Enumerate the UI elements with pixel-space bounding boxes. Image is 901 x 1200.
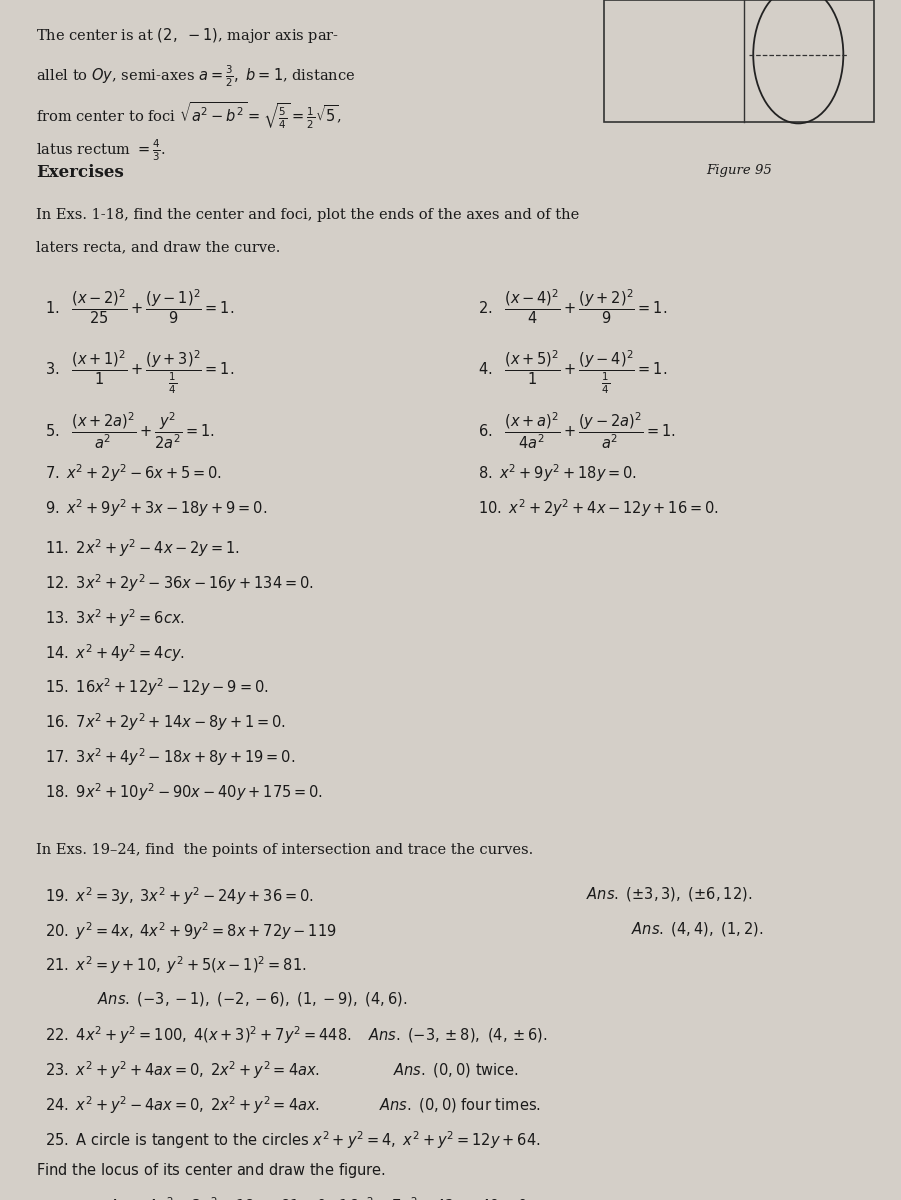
Text: $2.\ \ \dfrac{(x-4)^2}{4} + \dfrac{(y+2)^2}{9} = 1.$: $2.\ \ \dfrac{(x-4)^2}{4} + \dfrac{(y+2)… bbox=[478, 288, 667, 325]
Text: $24.\ x^2 + y^2 - 4ax = 0,\; 2x^2 + y^2 = 4ax.\qquad\qquad Ans.\ (0,0)\ \mathrm{: $24.\ x^2 + y^2 - 4ax = 0,\; 2x^2 + y^2 … bbox=[45, 1094, 541, 1116]
Text: allel to $Oy$, semi-axes $a = \frac{3}{2},\ b = 1$, distance: allel to $Oy$, semi-axes $a = \frac{3}{2… bbox=[36, 64, 355, 89]
Text: The center is at $(2,\ -1)$, major axis par-: The center is at $(2,\ -1)$, major axis … bbox=[36, 26, 340, 46]
Text: $Ans.\ 4x^2 + 3y^2 - 18y - 81 = 0;\ 16x^2 + 7y^2 - 42y - 49 = 0.$: $Ans.\ 4x^2 + 3y^2 - 18y - 81 = 0;\ 16x^… bbox=[108, 1195, 532, 1200]
Text: $18.\ 9x^2 + 10y^2 - 90x - 40y + 175 = 0.$: $18.\ 9x^2 + 10y^2 - 90x - 40y + 175 = 0… bbox=[45, 781, 323, 803]
Text: In Exs. 19–24, find  the points of intersection and trace the curves.: In Exs. 19–24, find the points of inters… bbox=[36, 842, 533, 857]
Text: $15.\ 16x^2 + 12y^2 - 12y - 9 = 0.$: $15.\ 16x^2 + 12y^2 - 12y - 9 = 0.$ bbox=[45, 677, 268, 698]
Text: Exercises: Exercises bbox=[36, 164, 123, 181]
Text: Figure 95: Figure 95 bbox=[706, 164, 771, 176]
Text: $8.\ x^2 + 9y^2 + 18y = 0.$: $8.\ x^2 + 9y^2 + 18y = 0.$ bbox=[478, 462, 637, 484]
Text: $22.\ 4x^2 + y^2 = 100,\; 4(x+3)^2 + 7y^2 = 448.\quad Ans.\ (-3,\pm 8),\ (4,\pm : $22.\ 4x^2 + y^2 = 100,\; 4(x+3)^2 + 7y^… bbox=[45, 1025, 548, 1046]
Text: latus rectum $= \frac{4}{3}$.: latus rectum $= \frac{4}{3}$. bbox=[36, 138, 166, 163]
Text: $5.\ \ \dfrac{(x+2a)^2}{a^2} + \dfrac{y^2}{2a^2} = 1.$: $5.\ \ \dfrac{(x+2a)^2}{a^2} + \dfrac{y^… bbox=[45, 410, 214, 451]
Text: $25.\ \mathrm{A\ circle\ is\ tangent\ to\ the\ circles}\ x^2+y^2=4,\ x^2+y^2=12y: $25.\ \mathrm{A\ circle\ is\ tangent\ to… bbox=[45, 1129, 541, 1151]
Text: $10.\ x^2 + 2y^2 + 4x - 12y + 16 = 0.$: $10.\ x^2 + 2y^2 + 4x - 12y + 16 = 0.$ bbox=[478, 497, 718, 518]
Text: $4.\ \ \dfrac{(x+5)^2}{1} + \dfrac{(y-4)^2}{\frac{1}{4}} = 1.$: $4.\ \ \dfrac{(x+5)^2}{1} + \dfrac{(y-4)… bbox=[478, 349, 667, 396]
Text: $21.\ x^2 = y + 10,\; y^2 + 5(x-1)^2 = 81.$: $21.\ x^2 = y + 10,\; y^2 + 5(x-1)^2 = 8… bbox=[45, 955, 306, 977]
Text: $16.\ 7x^2 + 2y^2 + 14x - 8y + 1 = 0.$: $16.\ 7x^2 + 2y^2 + 14x - 8y + 1 = 0.$ bbox=[45, 712, 286, 733]
Text: $Ans.\ (-3,-1),\ (-2,-6),\ (1,-9),\ (4,6).$: $Ans.\ (-3,-1),\ (-2,-6),\ (1,-9),\ (4,6… bbox=[97, 990, 407, 1008]
Text: $14.\ x^2 + 4y^2 = 4cy.$: $14.\ x^2 + 4y^2 = 4cy.$ bbox=[45, 642, 185, 664]
Text: laters recta, and draw the curve.: laters recta, and draw the curve. bbox=[36, 240, 280, 254]
Text: $Ans.\ (\pm 3, 3),\ (\pm 6, 12).$: $Ans.\ (\pm 3, 3),\ (\pm 6, 12).$ bbox=[586, 886, 751, 904]
Text: In Exs. 1-18, find the center and foci, plot the ends of the axes and of the: In Exs. 1-18, find the center and foci, … bbox=[36, 209, 579, 222]
Text: from center to foci $\sqrt{a^2 - b^2} = \sqrt{\frac{5}{4}} = \frac{1}{2}\sqrt{5}: from center to foci $\sqrt{a^2 - b^2} = … bbox=[36, 101, 342, 131]
Text: $3.\ \ \dfrac{(x+1)^2}{1} + \dfrac{(y+3)^2}{\frac{1}{4}} = 1.$: $3.\ \ \dfrac{(x+1)^2}{1} + \dfrac{(y+3)… bbox=[45, 349, 234, 396]
Text: $7.\ x^2 + 2y^2 - 6x + 5 = 0.$: $7.\ x^2 + 2y^2 - 6x + 5 = 0.$ bbox=[45, 462, 223, 484]
Text: $17.\ 3x^2 + 4y^2 - 18x + 8y + 19 = 0.$: $17.\ 3x^2 + 4y^2 - 18x + 8y + 19 = 0.$ bbox=[45, 746, 296, 768]
Text: $12.\ 3x^2 + 2y^2 - 36x - 16y + 134 = 0.$: $12.\ 3x^2 + 2y^2 - 36x - 16y + 134 = 0.… bbox=[45, 572, 314, 594]
Text: $9.\ x^2 + 9y^2 + 3x - 18y + 9 = 0.$: $9.\ x^2 + 9y^2 + 3x - 18y + 9 = 0.$ bbox=[45, 497, 268, 518]
Text: $13.\ 3x^2 + y^2 = 6cx.$: $13.\ 3x^2 + y^2 = 6cx.$ bbox=[45, 607, 185, 629]
Text: $Ans.\ (4,4),\ (1,2).$: $Ans.\ (4,4),\ (1,2).$ bbox=[631, 920, 763, 938]
Text: $1.\ \ \dfrac{(x-2)^2}{25} + \dfrac{(y-1)^2}{9} = 1.$: $1.\ \ \dfrac{(x-2)^2}{25} + \dfrac{(y-1… bbox=[45, 288, 234, 325]
Bar bbox=[604, 0, 874, 121]
Text: $6.\ \ \dfrac{(x+a)^2}{4a^2} + \dfrac{(y-2a)^2}{a^2} = 1.$: $6.\ \ \dfrac{(x+a)^2}{4a^2} + \dfrac{(y… bbox=[478, 410, 676, 451]
Text: $19.\ x^2 = 3y,\; 3x^2 + y^2 - 24y + 36 = 0.$: $19.\ x^2 = 3y,\; 3x^2 + y^2 - 24y + 36 … bbox=[45, 886, 314, 907]
Text: $11.\ 2x^2 + y^2 - 4x - 2y = 1.$: $11.\ 2x^2 + y^2 - 4x - 2y = 1.$ bbox=[45, 538, 240, 559]
Text: $23.\ x^2 + y^2 + 4ax = 0,\; 2x^2 + y^2 = 4ax.\qquad\qquad\quad Ans.\ (0,0)\ \ma: $23.\ x^2 + y^2 + 4ax = 0,\; 2x^2 + y^2 … bbox=[45, 1060, 519, 1081]
Text: $20.\ y^2 = 4x,\; 4x^2 + 9y^2 = 8x + 72y - 119$: $20.\ y^2 = 4x,\; 4x^2 + 9y^2 = 8x + 72y… bbox=[45, 920, 337, 942]
Text: $\mathrm{Find\ the\ locus\ of\ its\ center\ and\ draw\ the\ figure.}$: $\mathrm{Find\ the\ locus\ of\ its\ cent… bbox=[36, 1160, 386, 1180]
